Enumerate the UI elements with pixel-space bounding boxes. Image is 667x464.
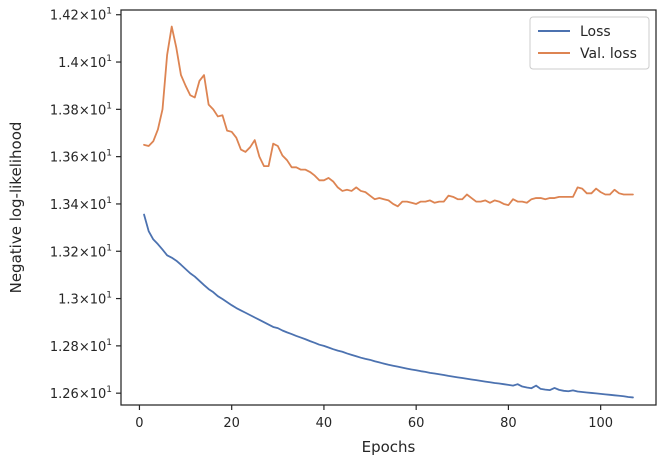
x-axis: 0 20 40 60 80 100: [135, 405, 613, 431]
y-tick-label: 1.36×101: [50, 149, 112, 166]
plot-background: [121, 10, 656, 405]
y-tick-label: 1.34×101: [50, 196, 112, 213]
y-tick-label: 1.42×101: [50, 7, 112, 24]
x-tick-label: 20: [223, 416, 240, 431]
y-axis-label: Negative log-likelihood: [7, 122, 25, 294]
y-tick-label: 1.4×101: [58, 54, 112, 71]
series-layer: [143, 25, 634, 399]
y-tick-label: 1.26×101: [50, 385, 112, 402]
series-line-val-loss: [143, 25, 634, 208]
plot-frame: [120, 9, 657, 406]
legend-label-val-loss: Val. loss: [580, 46, 637, 62]
y-tick-label: 1.32×101: [50, 243, 112, 260]
y-axis: 1.26×101 1.28×101 1.3×101 1.32×101 1.34×101 1…: [50, 7, 121, 402]
x-axis-label: Epochs: [362, 438, 416, 456]
x-tick-label: 40: [316, 416, 333, 431]
legend-label-loss: Loss: [580, 24, 611, 40]
y-tick-label: 1.38×101: [50, 101, 112, 118]
legend: Loss Val. loss: [529, 16, 650, 70]
y-tick-label: 1.28×101: [50, 338, 112, 355]
y-tick-label: 1.3×101: [58, 291, 112, 308]
x-tick-label: 80: [500, 416, 517, 431]
x-tick-label: 0: [135, 416, 143, 431]
x-tick-label: 100: [588, 416, 613, 431]
series-line-loss: [143, 213, 634, 399]
x-tick-label: 60: [408, 416, 425, 431]
